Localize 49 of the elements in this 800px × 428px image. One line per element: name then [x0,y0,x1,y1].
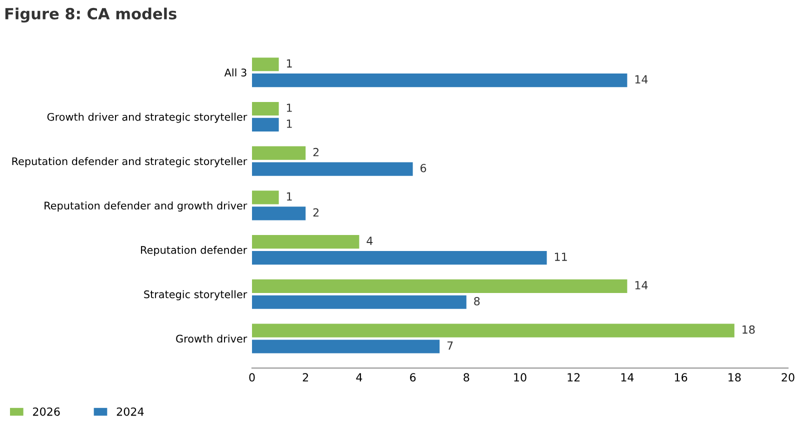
legend-label: 2024 [116,407,144,416]
data-label: 2 [313,148,318,156]
bar [252,324,734,338]
x-tick-label: 8 [464,373,470,382]
x-tick-label: 2 [302,373,308,382]
bar [252,206,306,220]
y-tick-label: Reputation defender [141,246,248,256]
x-tick-label: 10 [514,373,526,382]
data-label: 2 [313,208,318,216]
bar [252,118,279,132]
y-tick-label: Growth driver [176,334,248,343]
bar [252,235,360,249]
bar [252,251,547,265]
data-label: 14 [635,75,648,84]
data-label: 18 [742,325,755,334]
bar [252,295,466,309]
bar [252,74,628,88]
y-tick-label: Reputation defender and strategic storyteller [12,157,248,168]
text: Figure 8: CA models [5,8,176,23]
bar [252,146,306,160]
x-tick-label: 12 [568,373,580,382]
legend-label: 2026 [33,407,60,416]
data-label: 1 [286,59,292,68]
x-tick-label: 6 [410,373,416,382]
data-label: 1 [286,192,292,201]
bar [252,58,279,72]
bar [252,102,279,116]
x-tick-label: 4 [356,373,362,382]
x-tick-label: 0 [249,373,255,382]
y-tick-label: Reputation defender and growth driver [44,201,248,212]
data-label: 14 [635,281,648,290]
x-tick-label: 14 [621,373,634,382]
x-tick-label: 18 [728,373,741,382]
x-tick-label: 16 [674,373,688,382]
y-tick-label: Growth driver and strategic storyteller [47,112,248,123]
bar [252,162,413,176]
x-tick-label: 20 [782,373,794,382]
bar [252,279,628,293]
data-label: 1 [286,120,292,128]
bar [252,190,279,204]
bar [252,340,440,354]
y-tick-label: All 3 [224,68,246,76]
y-tick-label: Strategic storyteller [144,290,248,300]
data-label: 6 [420,164,426,172]
data-label: 1 [286,104,292,112]
data-label: 8 [474,296,480,306]
data-label: 4 [366,236,373,245]
data-label: 11 [554,252,567,261]
data-label: 7 [447,341,453,350]
